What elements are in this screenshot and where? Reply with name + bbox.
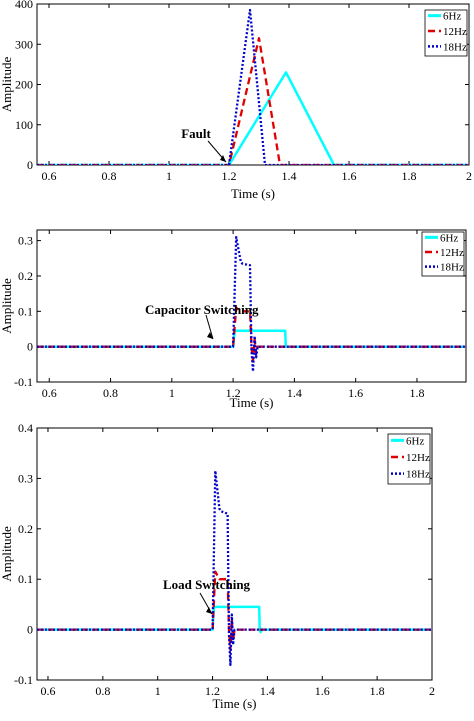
x-tick-label: 0.8 xyxy=(103,386,118,400)
x-tick-label: 1.6 xyxy=(342,169,357,183)
y-tick-label: 100 xyxy=(15,118,33,132)
legend-box xyxy=(424,9,468,57)
y-tick-label: 0 xyxy=(27,623,33,637)
legend-box xyxy=(387,433,431,485)
legend-label-6hz: 6Hz xyxy=(443,11,461,23)
plot-frame xyxy=(36,229,467,383)
x-tick-label: 1 xyxy=(169,386,175,400)
x-tick-label: 1.4 xyxy=(287,386,302,400)
x-axis-label: Time (s) xyxy=(213,696,257,711)
legend-label-18hz: 18Hz xyxy=(406,469,430,481)
annotation-label: Capacitor Switching xyxy=(145,302,259,317)
x-tick-label: 1.2 xyxy=(222,169,237,183)
y-tick-label: 300 xyxy=(15,37,33,51)
x-axis-label: Time (s) xyxy=(230,395,274,410)
y-tick-label: 0.2 xyxy=(18,269,33,283)
x-tick-label: 1.4 xyxy=(282,169,297,183)
series-line-18hz xyxy=(37,235,466,373)
legend-label-12hz: 12Hz xyxy=(443,26,467,38)
chart-panel-2: 0.6 0.8 1 1.2 1.4 1.6 1.8 -0.1 0 0.1 0.2 0.3 Time (s… xyxy=(0,229,467,410)
y-tick-label: 0.1 xyxy=(18,304,33,318)
legend-label-6hz: 6Hz xyxy=(406,435,424,447)
x-tick-label: 1.2 xyxy=(205,684,220,698)
y-tick-label: 0.4 xyxy=(18,421,33,435)
y-tick-label: 0.3 xyxy=(18,471,33,485)
y-tick-label: 0 xyxy=(27,158,33,172)
legend-label-18hz: 18Hz xyxy=(440,262,464,274)
annotation-label: Fault xyxy=(181,126,211,141)
annotation-label: Load Switching xyxy=(163,577,251,592)
x-axis-label: Time (s) xyxy=(231,186,275,201)
chart-panel-1: 0.6 0.8 1 1.2 1.4 1.6 1.8 2 0 100 200 300 400 Time (s… xyxy=(0,0,472,201)
series-line-12hz xyxy=(37,37,469,165)
y-tick-label: 0.2 xyxy=(18,522,33,536)
series-line-18hz xyxy=(37,8,469,165)
y-tick-label: 400 xyxy=(15,0,33,11)
legend-box xyxy=(421,231,465,277)
annotation-arrowhead xyxy=(220,155,226,162)
legend: 6Hz 12Hz 18Hz xyxy=(387,433,431,485)
x-tick-label: 1.8 xyxy=(402,169,417,183)
y-axis-label: Amplitude xyxy=(0,278,14,334)
series-group xyxy=(37,235,466,373)
legend: 6Hz 12Hz 18Hz xyxy=(424,9,468,57)
plot-frame xyxy=(36,3,470,166)
annotation-arrowhead xyxy=(207,332,213,339)
series-line-18hz xyxy=(37,469,432,667)
x-tick-label: 1.6 xyxy=(315,684,330,698)
series-line-6hz xyxy=(37,71,469,165)
plot-frame xyxy=(36,427,433,681)
legend-label-6hz: 6Hz xyxy=(440,232,458,244)
chart-panel-3: 0.6 0.8 1 1.2 1.4 1.6 1.8 2 -0.1 0 0.1 0.2 0.3 0.4 Tim… xyxy=(0,421,435,711)
series-group xyxy=(37,469,432,667)
legend-label-12hz: 12Hz xyxy=(406,452,430,464)
series-group xyxy=(37,8,469,165)
x-tick-label: 0.8 xyxy=(102,169,117,183)
y-tick-label: -0.1 xyxy=(14,375,33,389)
x-tick-label: 1.2 xyxy=(226,386,241,400)
x-tick-label: 1 xyxy=(155,684,161,698)
legend-label-12hz: 12Hz xyxy=(440,247,464,259)
annotation-arrowhead xyxy=(206,607,212,614)
annotation-arrow xyxy=(205,314,214,340)
x-tick-label: 1.6 xyxy=(348,386,363,400)
x-tick-label: 1.8 xyxy=(409,386,424,400)
x-tick-label: 0.6 xyxy=(40,684,55,698)
y-tick-label: -0.1 xyxy=(14,673,33,687)
legend: 6Hz 12Hz 18Hz xyxy=(421,231,465,277)
y-tick-label: 0 xyxy=(27,340,33,354)
x-tick-label: 2 xyxy=(429,684,435,698)
x-tick-label: 1 xyxy=(166,169,172,183)
x-tick-label: 1.4 xyxy=(260,684,275,698)
x-tick-label: 0.6 xyxy=(42,386,57,400)
y-axis-label: Amplitude xyxy=(0,526,14,582)
y-tick-label: 0.3 xyxy=(18,234,33,248)
x-tick-label: 1.8 xyxy=(370,684,385,698)
y-axis-label: Amplitude xyxy=(0,56,14,112)
y-tick-label: 0.1 xyxy=(18,572,33,586)
y-tick-label: 200 xyxy=(15,78,33,92)
x-tick-label: 0.6 xyxy=(42,169,57,183)
x-tick-label: 2 xyxy=(466,169,472,183)
series-line-6hz xyxy=(37,605,432,634)
legend-label-18hz: 18Hz xyxy=(443,41,467,53)
x-tick-label: 0.8 xyxy=(95,684,110,698)
